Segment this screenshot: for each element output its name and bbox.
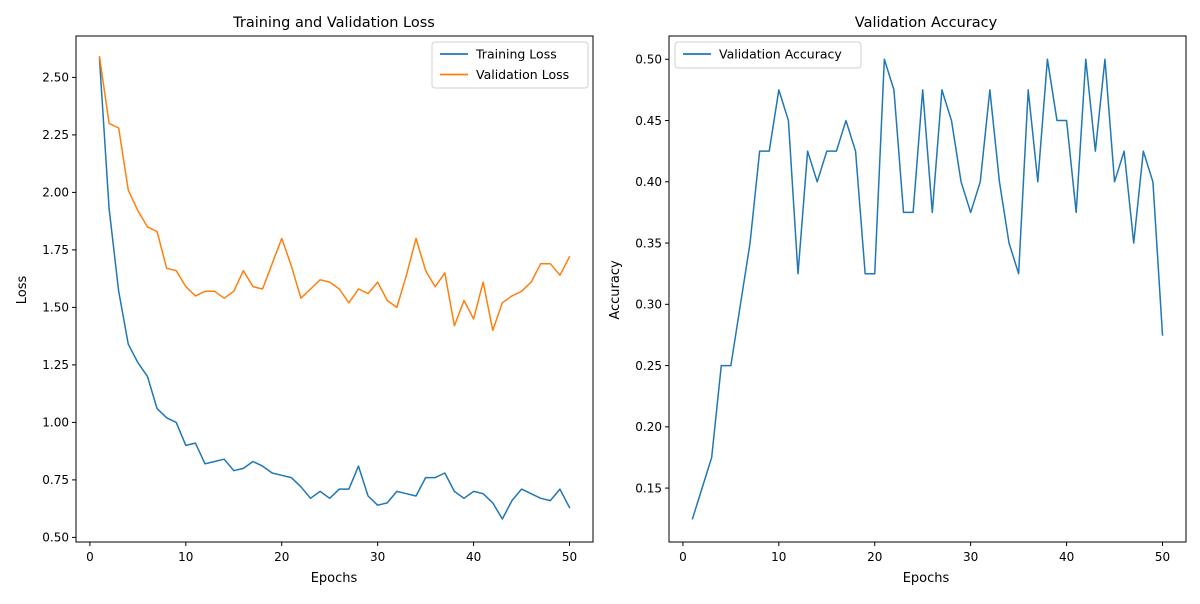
x-tick-label: 10 [771,550,786,564]
x-tick-label: 0 [679,550,687,564]
y-tick-label: 2.00 [42,186,69,200]
legend-label: Training Loss [475,47,557,62]
y-tick-label: 2.25 [42,128,69,142]
x-tick-label: 30 [370,550,385,564]
series-line-1 [98,58,571,520]
x-axis-label: Epochs [903,571,950,586]
x-tick-label: 40 [1059,550,1074,564]
legend: Validation Accuracy [674,41,862,69]
series-line-2 [98,55,571,332]
y-tick-label: 0.15 [635,481,662,495]
series-line-1 [691,58,1164,520]
y-tick-label: 0.20 [635,420,662,434]
y-tick-label: 0.50 [635,53,662,67]
axes-frame [75,35,594,543]
chart-title: Training and Validation Loss [232,15,435,31]
y-tick-label: 0.75 [42,473,69,487]
x-tick-label: 10 [178,550,193,564]
accuracy-chart: Validation Accuracy Epochs Accuracy 0 10 2… [608,15,1187,586]
y-tick-label: 0.25 [635,359,662,373]
x-tick-label: 50 [1155,550,1170,564]
y-tick-label: 1.50 [42,301,69,315]
x-tick-label: 50 [562,550,577,564]
y-tick-label: 0.30 [635,298,662,312]
y-tick-label: 2.50 [42,71,69,85]
y-tick-label: 0.35 [635,236,662,250]
y-tick-label: 0.40 [635,175,662,189]
y-tick-label: 1.75 [42,243,69,257]
x-tick-label: 20 [274,550,289,564]
legend-label: Validation Loss [476,67,569,82]
x-axis-label: Epochs [311,571,358,586]
y-tick-label: 1.25 [42,358,69,372]
y-axis-label: Accuracy [608,260,623,320]
y-axis-label: Loss [15,276,30,305]
plot-area: 0 10 20 30 40 50 0.50 0.75 1.00 1.25 1.50 1.75 2.00 2… [42,35,594,564]
axes-frame [668,35,1187,543]
y-tick-label: 0.50 [42,531,69,545]
y-tick-label: 1.00 [42,416,69,430]
chart-title: Validation Accuracy [855,15,998,31]
y-tick-label: 0.45 [635,114,662,128]
loss-chart: Training and Validation Loss Epochs Loss… [15,15,594,586]
legend: Training Loss Validation Loss [431,41,589,89]
x-tick-label: 20 [867,550,882,564]
x-tick-label: 0 [86,550,94,564]
x-tick-label: 30 [963,550,978,564]
legend-box [431,41,589,89]
plot-area: 0 10 20 30 40 50 0.15 0.20 0.25 0.30 0.35 0.40 0.45 0… [635,35,1187,564]
legend-label: Validation Accuracy [719,47,842,62]
x-tick-label: 40 [466,550,481,564]
legend-box [674,41,862,69]
